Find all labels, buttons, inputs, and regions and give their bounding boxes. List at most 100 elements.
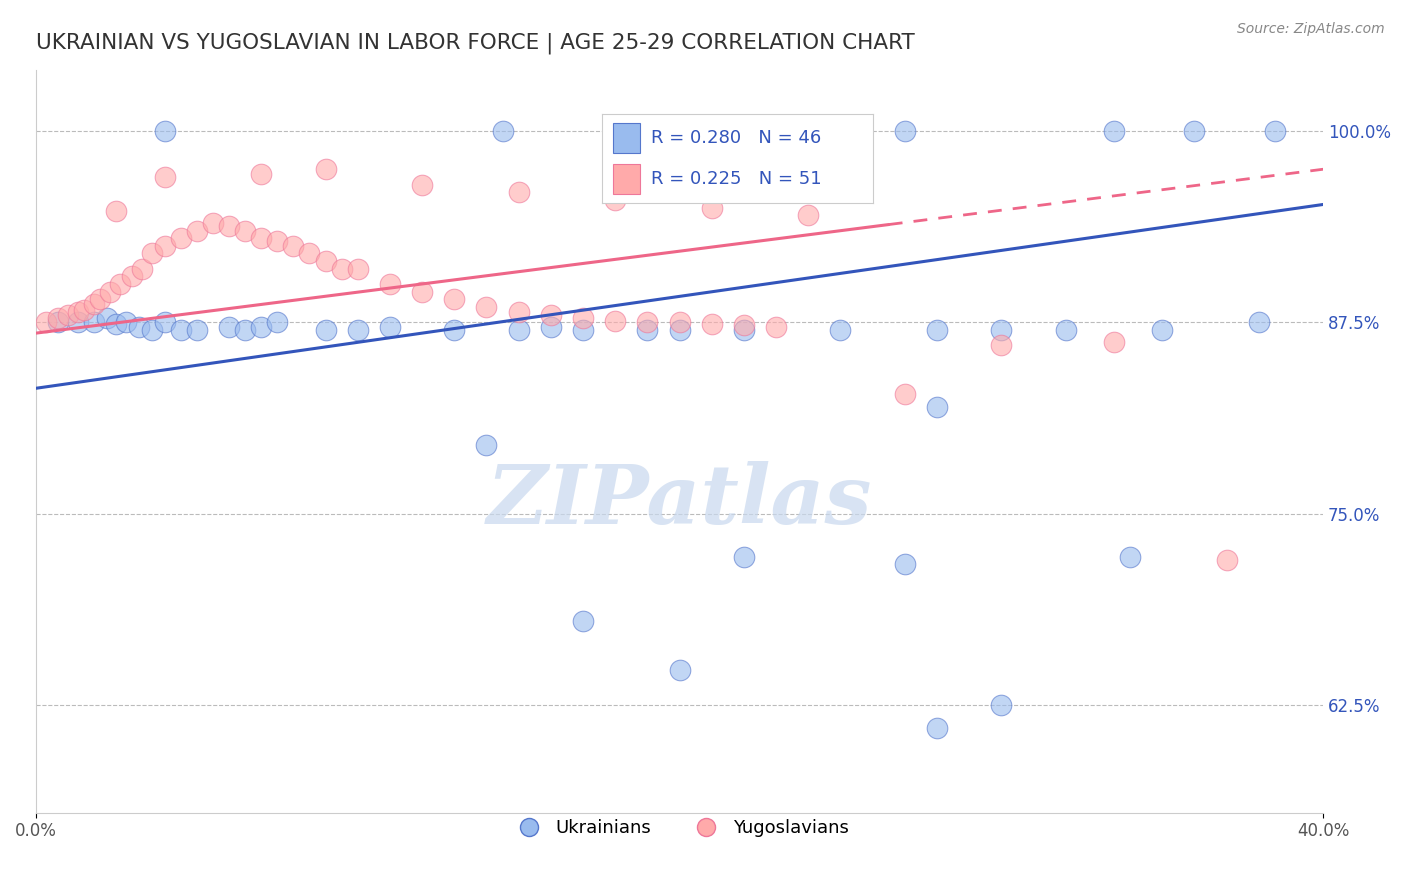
Point — [378, 320, 401, 334]
Point — [56, 308, 79, 322]
Point — [153, 239, 176, 253]
Point — [925, 722, 948, 736]
Point — [605, 314, 627, 328]
Point — [540, 320, 562, 334]
Point — [330, 261, 353, 276]
Point — [83, 315, 105, 329]
Point — [108, 277, 131, 292]
Point — [315, 162, 337, 177]
Point — [508, 304, 530, 318]
Point — [48, 310, 70, 325]
Point — [153, 315, 176, 329]
Point — [572, 310, 595, 325]
Point — [411, 178, 433, 192]
Point — [218, 320, 240, 334]
Point — [141, 246, 163, 260]
Point — [131, 261, 153, 276]
Point — [990, 323, 1012, 337]
Point — [250, 167, 273, 181]
Point — [105, 203, 128, 218]
Point — [186, 323, 208, 337]
Point — [170, 231, 193, 245]
Point — [201, 216, 224, 230]
Point — [990, 698, 1012, 713]
Point — [378, 277, 401, 292]
Point — [1184, 124, 1206, 138]
Point — [128, 320, 150, 334]
Point — [315, 254, 337, 268]
Point — [491, 124, 513, 138]
Point — [233, 323, 256, 337]
Point — [443, 293, 465, 307]
Point — [186, 223, 208, 237]
Point — [925, 323, 948, 337]
Point — [1152, 323, 1174, 337]
Point — [733, 323, 755, 337]
Point — [765, 320, 787, 334]
Point — [115, 315, 138, 329]
Point — [1054, 323, 1077, 337]
Point — [700, 201, 723, 215]
Point — [508, 323, 530, 337]
Point — [83, 297, 105, 311]
Point — [96, 310, 118, 325]
Point — [797, 208, 820, 222]
Text: Source: ZipAtlas.com: Source: ZipAtlas.com — [1237, 22, 1385, 37]
Point — [668, 315, 690, 329]
Point — [250, 320, 273, 334]
Point — [98, 285, 121, 299]
Point — [141, 323, 163, 337]
Point — [218, 219, 240, 233]
Point — [572, 323, 595, 337]
Point — [894, 124, 917, 138]
Point — [1102, 335, 1125, 350]
Point — [283, 239, 305, 253]
Point — [1102, 124, 1125, 138]
Point — [636, 323, 658, 337]
Point — [250, 231, 273, 245]
Point — [153, 124, 176, 138]
Point — [1264, 124, 1286, 138]
Point — [733, 549, 755, 564]
Point — [48, 315, 70, 329]
Text: ZIPatlas: ZIPatlas — [486, 460, 872, 541]
Point — [298, 246, 321, 260]
Point — [668, 323, 690, 337]
Point — [475, 438, 498, 452]
Point — [894, 387, 917, 401]
Point — [121, 269, 143, 284]
Point — [733, 318, 755, 333]
Point — [233, 223, 256, 237]
Point — [66, 315, 89, 329]
Point — [990, 338, 1012, 352]
Point — [73, 303, 96, 318]
Point — [443, 323, 465, 337]
Point — [475, 300, 498, 314]
Point — [605, 193, 627, 207]
Point — [34, 315, 56, 329]
Point — [894, 558, 917, 572]
Point — [89, 293, 111, 307]
Point — [170, 323, 193, 337]
Point — [700, 317, 723, 331]
Point — [1247, 315, 1270, 329]
Point — [925, 400, 948, 414]
Point — [1215, 553, 1237, 567]
Point — [540, 308, 562, 322]
Point — [572, 614, 595, 628]
Point — [266, 315, 288, 329]
Point — [508, 185, 530, 199]
Point — [153, 169, 176, 184]
Text: UKRAINIAN VS YUGOSLAVIAN IN LABOR FORCE | AGE 25-29 CORRELATION CHART: UKRAINIAN VS YUGOSLAVIAN IN LABOR FORCE … — [37, 33, 915, 54]
Point — [830, 323, 852, 337]
Point — [411, 285, 433, 299]
Point — [346, 261, 368, 276]
Legend: Ukrainians, Yugoslavians: Ukrainians, Yugoslavians — [503, 812, 856, 845]
Point — [315, 323, 337, 337]
Point — [66, 304, 89, 318]
Point — [1119, 549, 1142, 564]
Point — [668, 663, 690, 677]
Point — [636, 315, 658, 329]
Point — [266, 234, 288, 248]
Point — [346, 323, 368, 337]
